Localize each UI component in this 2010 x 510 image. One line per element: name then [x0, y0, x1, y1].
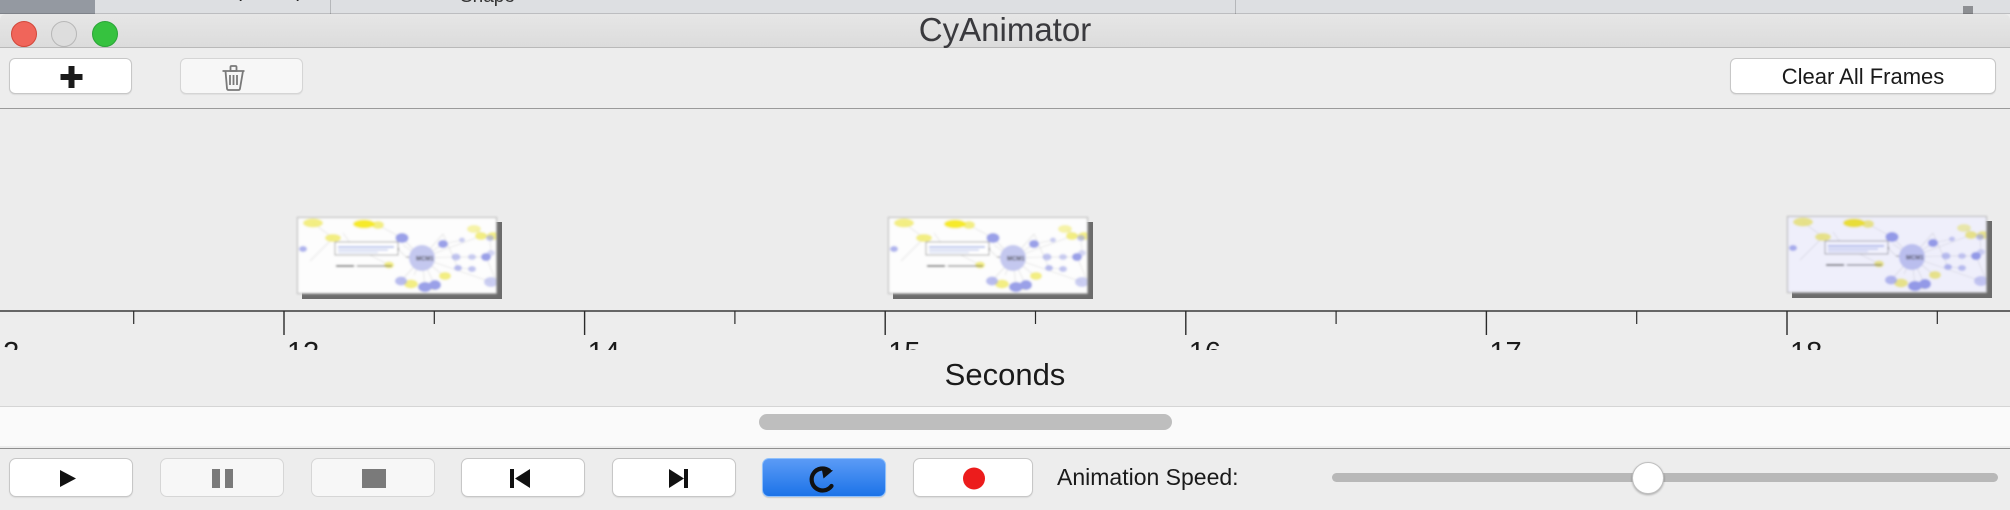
svg-text:13: 13	[287, 337, 319, 350]
svg-text:12: 12	[0, 337, 19, 350]
svg-text:18: 18	[1790, 337, 1822, 350]
svg-text:15: 15	[888, 337, 920, 350]
svg-text:16: 16	[1189, 337, 1221, 350]
svg-text:17: 17	[1489, 337, 1521, 350]
svg-text:14: 14	[588, 337, 620, 350]
